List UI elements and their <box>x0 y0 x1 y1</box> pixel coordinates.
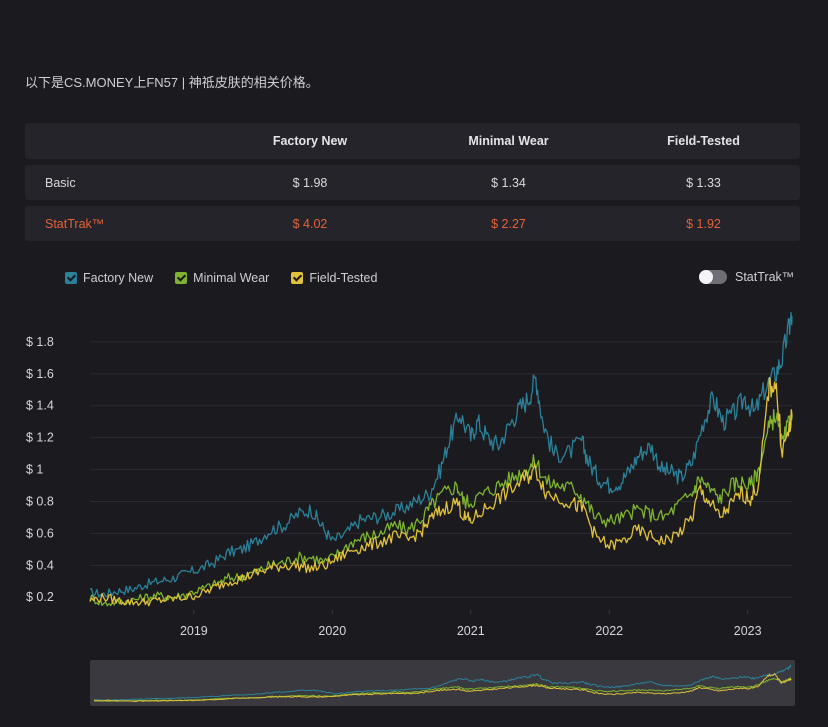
y-tick-label: $ 1 <box>26 463 43 477</box>
x-tick-label: 2022 <box>595 624 623 638</box>
x-tick-label: 2020 <box>318 624 346 638</box>
price-row-stattrak: StatTrak™ $ 4.02 $ 2.27 $ 1.92 <box>25 206 800 241</box>
x-tick-label: 2021 <box>457 624 485 638</box>
y-tick-label: $ 0.8 <box>26 494 54 508</box>
navigator-minichart <box>93 663 792 702</box>
price-row-basic: Basic $ 1.98 $ 1.34 $ 1.33 <box>25 165 800 200</box>
checkbox-icon[interactable] <box>175 272 188 284</box>
intro-text: 以下是CS.MONEY上FN57 | 神祗皮肤的相关价格。 <box>25 75 319 90</box>
stattrak-toggle-label: StatTrak™ <box>735 270 795 284</box>
legend-label: Minimal Wear <box>193 271 270 285</box>
stattrak-toggle-wrap: StatTrak™ <box>699 270 794 284</box>
price-history-chart: $ 0.2 $ 0.4 $ 0.6 $ 0.8 $ 1 $ 1.2 $ 1.4 $ 1.6 $ … <box>26 311 793 638</box>
y-tick-label: $ 0.4 <box>26 558 54 572</box>
legend-item-factory-new[interactable]: Factory New <box>65 271 153 285</box>
y-tick-label: $ 1.2 <box>26 431 54 445</box>
x-tick-label: 2023 <box>734 624 762 638</box>
price-table-header: Factory New Minimal Wear Field-Tested <box>25 123 800 159</box>
row-label-basic: Basic <box>45 175 76 190</box>
legend-label: Field-Tested <box>309 271 378 285</box>
price-stattrak-minimal-wear: $ 2.27 <box>491 216 526 231</box>
chart-legend: Factory New Minimal Wear Field-Tested <box>65 271 377 285</box>
price-basic-factory-new: $ 1.98 <box>292 175 328 190</box>
header-minimal-wear: Minimal Wear <box>468 134 549 148</box>
price-stattrak-field-tested: $ 1.92 <box>686 216 721 231</box>
price-basic-minimal-wear: $ 1.34 <box>491 175 526 190</box>
checkbox-icon[interactable] <box>291 272 304 284</box>
toggle-knob <box>699 270 713 284</box>
legend-label: Factory New <box>83 271 154 285</box>
series-line-factory-new <box>90 311 793 598</box>
navigator-line-minimal-wear <box>93 676 792 702</box>
navigator-line-field-tested <box>93 672 792 702</box>
navigator-line-factory-new <box>93 663 792 701</box>
y-tick-label: $ 1.8 <box>26 335 54 349</box>
y-tick-label: $ 0.6 <box>26 526 54 540</box>
series-line-minimal-wear <box>89 408 793 607</box>
legend-item-minimal-wear[interactable]: Minimal Wear <box>175 271 269 285</box>
header-field-tested: Field-Tested <box>667 134 740 148</box>
price-basic-field-tested: $ 1.33 <box>686 175 721 190</box>
y-tick-label: $ 1.6 <box>26 367 54 381</box>
stattrak-toggle[interactable] <box>699 270 727 284</box>
checkbox-icon[interactable] <box>65 272 77 284</box>
price-stattrak-factory-new: $ 4.02 <box>292 216 328 231</box>
y-tick-label: $ 0.2 <box>26 590 54 604</box>
row-label-stattrak: StatTrak™ <box>45 216 105 231</box>
x-tick-label: 2019 <box>180 624 208 638</box>
range-navigator[interactable] <box>90 660 795 706</box>
header-factory-new: Factory New <box>272 134 348 148</box>
legend-item-field-tested[interactable]: Field-Tested <box>291 271 377 285</box>
price-table: Factory New Minimal Wear Field-Tested Ba… <box>25 123 800 247</box>
y-tick-label: $ 1.4 <box>26 399 54 413</box>
series-line-field-tested <box>89 376 793 607</box>
